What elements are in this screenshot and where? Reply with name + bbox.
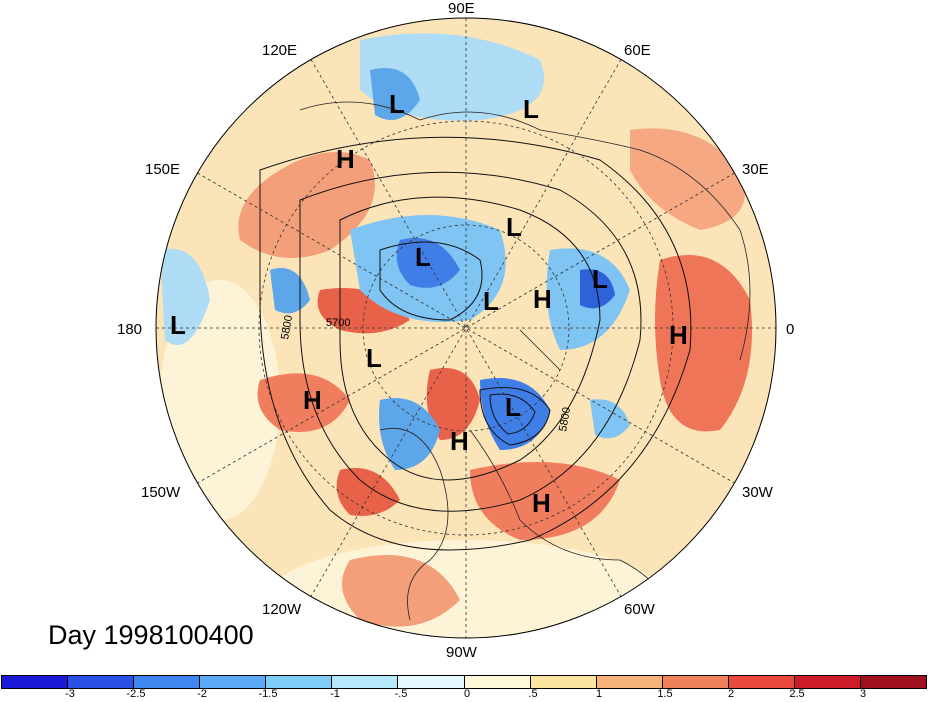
- lon-label-120w: 120W: [262, 601, 302, 618]
- lon-label-120e: 120E: [262, 42, 297, 59]
- colorbar-segment: [794, 676, 862, 688]
- anomaly-warm-atlantic-west: [470, 462, 620, 540]
- meridian-150E-30W: [197, 172, 735, 484]
- lon-label-30w: 30W: [742, 484, 774, 501]
- contour-label-5800-east: 5800: [557, 406, 573, 432]
- colorbar-segment: [728, 676, 795, 688]
- pressure-center-high: H: [303, 385, 322, 415]
- colorbar-segment: [332, 676, 399, 688]
- lon-label-150e: 150E: [145, 161, 180, 178]
- pressure-center-low: L: [415, 242, 431, 272]
- pressure-center-low: L: [505, 392, 521, 422]
- pressure-center-low: L: [366, 343, 382, 373]
- pressure-center-low: L: [483, 286, 499, 316]
- colorbar-segment: [464, 676, 531, 688]
- contour-pole-low: [379, 241, 483, 321]
- pressure-center-high: H: [533, 284, 552, 314]
- lon-label-60w: 60W: [624, 601, 656, 618]
- anomaly-cool-atlantic: [590, 399, 630, 439]
- lon-label-90e: 90E: [448, 0, 475, 17]
- latitude-circle-inner: [362, 224, 570, 432]
- lon-label-60e: 60E: [624, 42, 651, 59]
- contour-inner-2: [299, 171, 642, 512]
- pressure-center-high: H: [532, 488, 551, 518]
- lon-label-90w: 90W: [446, 644, 478, 661]
- anomaly-cooler-siberia: [370, 68, 420, 120]
- height-contours: [259, 136, 692, 551]
- coast-eurasia: [299, 101, 751, 361]
- colorbar-segment: [530, 676, 597, 688]
- contour-5800: [259, 136, 692, 551]
- anomaly-warm-canada: [426, 368, 480, 440]
- day-title: Day 1998100400: [48, 620, 254, 650]
- anomaly-warm-mexico-coast: [336, 468, 400, 516]
- pressure-centers: L L H L L L H L L H L H L H H: [170, 89, 688, 518]
- map-disc: [155, 17, 777, 639]
- anomaly-shading: [160, 33, 752, 638]
- coast-north-america-west: [379, 428, 449, 621]
- pressure-center-low: L: [592, 264, 608, 294]
- colorbar-segment: [266, 676, 333, 688]
- coast-greenland: [519, 329, 561, 371]
- colorbar-segment: [398, 676, 465, 688]
- pressure-center-high: H: [336, 144, 355, 174]
- pressure-center-high: H: [669, 320, 688, 350]
- colorbar-segment: [662, 676, 729, 688]
- map-border: [155, 17, 777, 639]
- meridian-120E-60W: [310, 59, 622, 597]
- colorbar-segment: [596, 676, 663, 688]
- pressure-center-low: L: [389, 89, 405, 119]
- anomaly-cold-hudson: [480, 378, 550, 450]
- anomaly-warm-tropics-west: [342, 555, 460, 627]
- contour-hudson-low: [479, 387, 551, 446]
- colorbar-tick-label: 2.5: [789, 688, 805, 700]
- graticule: [156, 18, 776, 638]
- lon-label-150w: 150W: [141, 484, 181, 501]
- colorbar-tick-label: 1: [595, 688, 603, 700]
- contour-label-5800-west: 5800: [279, 314, 295, 340]
- longitude-labels: 90E 60E 30E 0 30W 60W 90W 120W 150W 180 …: [117, 0, 794, 661]
- anomaly-cream-west: [160, 280, 280, 520]
- colorbar-tick-label: -1: [330, 688, 340, 700]
- anomaly-warm-atlantic-east: [655, 255, 752, 432]
- colorbar-segment: [134, 676, 201, 688]
- colorbar: [1, 675, 927, 689]
- pressure-center-low: L: [523, 94, 539, 124]
- lon-label-30e: 30E: [742, 161, 769, 178]
- contour-label-5700: 5700: [326, 317, 350, 329]
- colorbar-tick-label: -1.5: [258, 688, 278, 700]
- colorbar-tick-label: 2: [727, 688, 735, 700]
- lon-label-0: 0: [786, 321, 794, 338]
- pressure-center-high: H: [450, 426, 469, 456]
- contour-inner-1: [339, 196, 601, 481]
- anomaly-cool-alaska: [379, 398, 440, 470]
- colorbar-tick-label: 0: [463, 688, 471, 700]
- pressure-center-low: L: [170, 310, 186, 340]
- colorbar-ticks: -3 -2.5 -2 -1.5 -1 -.5 0 .5 1 1.5 2 2.5 …: [0, 688, 928, 702]
- meridian-30E-150W: [197, 172, 735, 484]
- colorbar-tick-label: -.5: [394, 688, 408, 700]
- contour-labels: 5800 5700 5800: [279, 314, 573, 432]
- pressure-center-low: L: [506, 212, 522, 242]
- colorbar-segment: [200, 676, 267, 688]
- colorbar-tick-label: 1.5: [657, 688, 673, 700]
- colorbar-segment: [68, 676, 135, 688]
- anomaly-warm-north-pacific: [257, 373, 350, 432]
- colorbar-tick-label: .5: [528, 688, 538, 700]
- colorbar-tick-label: -2.5: [126, 688, 146, 700]
- colorbar-tick-label: -2: [197, 688, 207, 700]
- meridian-60E-120W: [310, 59, 622, 597]
- anomaly-cold-scandinavia: [580, 269, 615, 309]
- colorbar-tick-label: -3: [65, 688, 75, 700]
- colorbar-segment: [2, 676, 69, 688]
- colorbar-segment: [861, 676, 927, 688]
- colorbar-tick-label: 3: [859, 688, 867, 700]
- anomaly-cool-dateline: [160, 248, 210, 345]
- anomaly-warm-east-asia: [238, 152, 375, 258]
- anomaly-warm-europe: [630, 128, 745, 230]
- contour-hudson-low-inner: [489, 393, 536, 435]
- lon-label-180: 180: [117, 321, 142, 338]
